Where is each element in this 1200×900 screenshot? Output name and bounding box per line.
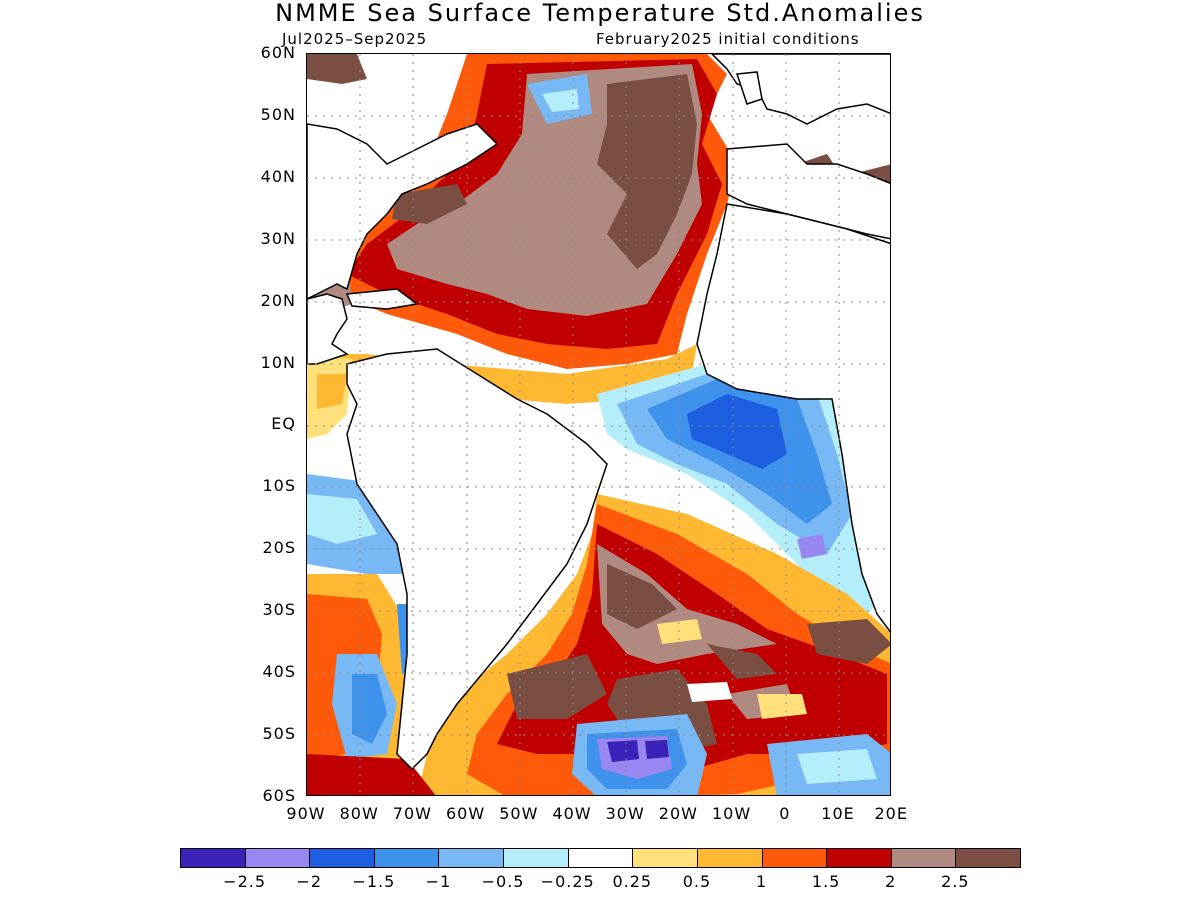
colorbar-swatch <box>244 848 311 868</box>
caribbean-islands <box>345 288 419 310</box>
colorbar-label: 2 <box>885 872 897 891</box>
iberia-north-africa <box>726 143 890 240</box>
central-america <box>307 293 349 365</box>
anomaly-map <box>306 53 891 796</box>
colorbar-label: −0.25 <box>540 872 595 891</box>
longitude-label: 50W <box>499 804 539 823</box>
colorbar-swatch <box>567 848 634 868</box>
british-isles <box>735 71 763 105</box>
colorbar <box>180 848 1021 868</box>
latitude-label: 30N <box>260 228 296 248</box>
colorbar-label: −1.5 <box>352 872 396 891</box>
colorbar-swatch <box>438 848 505 868</box>
colorbar-swatch <box>761 848 828 868</box>
longitude-label: 20W <box>658 804 698 823</box>
latitude-label: 40S <box>262 662 296 681</box>
south-america <box>346 348 608 771</box>
colorbar-swatch <box>309 848 375 868</box>
colorbar-label: 1.5 <box>811 872 841 891</box>
latitude-label: 60S <box>262 785 296 805</box>
land <box>307 54 890 771</box>
longitude-label: 60W <box>446 804 486 823</box>
latitude-label: 10N <box>260 352 296 372</box>
map-title: NMME Sea Surface Temperature Std.Anomali… <box>275 0 925 27</box>
africa <box>696 203 890 633</box>
longitude-label: 20E <box>874 804 908 823</box>
colorbar-label: −0.5 <box>481 872 525 891</box>
graticule <box>307 54 890 795</box>
colorbar-swatch <box>955 848 1021 868</box>
colorbar-swatch <box>890 848 957 868</box>
colorbar-swatch <box>696 848 763 868</box>
colorbar-label: 0.25 <box>612 872 653 891</box>
latitude-label: 10S <box>262 476 296 496</box>
longitude-label: 90W <box>286 804 326 823</box>
colorbar-swatch <box>180 848 246 868</box>
colorbar-label: 0.5 <box>682 872 712 891</box>
forecast-period: Jul2025–Sep2025 <box>282 30 428 48</box>
longitude-label: 70W <box>392 804 432 823</box>
colorbar-swatch <box>373 848 440 868</box>
colorbar-label: −2.5 <box>223 872 267 891</box>
north-america <box>307 123 499 300</box>
europe <box>710 54 890 125</box>
colorbar-label: 2.5 <box>941 872 970 891</box>
colorbar-label: −1 <box>425 872 452 891</box>
latitude-label: 30S <box>262 600 296 620</box>
latitude-label: 60N <box>260 43 296 62</box>
latitude-label: 20N <box>260 290 296 310</box>
south-atlantic-warm-anomaly <box>307 494 890 795</box>
colorbar-label: −2 <box>296 872 323 891</box>
latitude-label: 20S <box>262 538 296 558</box>
longitude-label: 40W <box>552 804 592 823</box>
colorbar-swatch <box>826 848 892 868</box>
latitude-label: 40N <box>260 166 296 186</box>
map-canvas <box>307 54 890 795</box>
longitude-label: 80W <box>339 804 379 823</box>
longitude-label: 10E <box>821 804 855 823</box>
longitude-label: 30W <box>605 804 645 823</box>
colorbar-label: 1 <box>755 872 768 891</box>
longitude-label: 10W <box>712 804 752 823</box>
longitude-label: 0 <box>779 804 791 823</box>
latitude-label: 50S <box>262 723 296 743</box>
latitude-label: 50N <box>260 104 296 124</box>
colorbar-swatch <box>503 848 569 868</box>
initial-conditions: February2025 initial conditions <box>596 30 860 48</box>
colorbar-swatch <box>632 848 698 868</box>
latitude-label: EQ <box>271 414 296 434</box>
